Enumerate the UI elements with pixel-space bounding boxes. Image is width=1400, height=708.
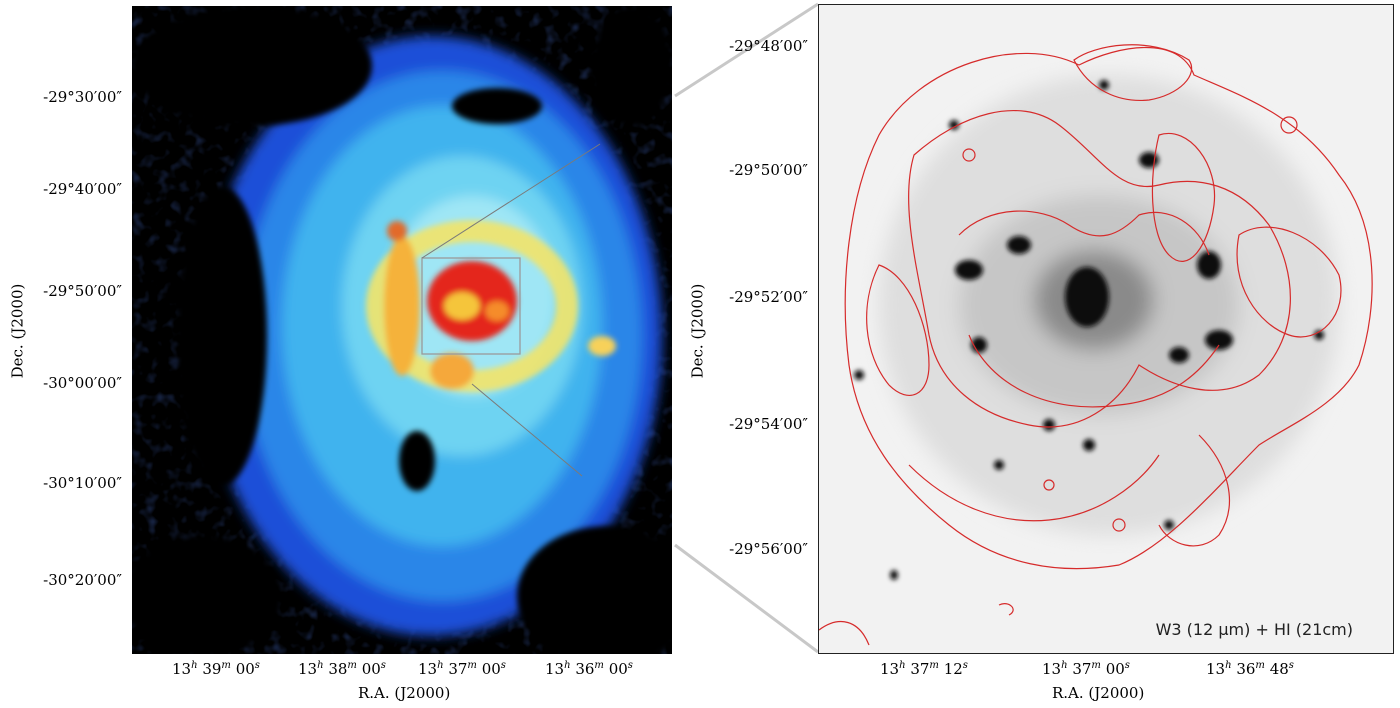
right-dec-tick: -29°48′00″	[729, 37, 808, 55]
right-ra-tick: 13h 36m 48s	[1206, 660, 1294, 678]
left-ra-tick: 13h 37m 00s	[418, 660, 506, 678]
right-dec-tick: -29°54′00″	[729, 415, 808, 433]
hi-contours	[819, 44, 1373, 646]
right-dec-tick: -29°50′00″	[729, 161, 808, 179]
w3-image	[819, 5, 1393, 653]
left-ra-tick: 13h 36m 00s	[545, 660, 633, 678]
left-dec-tick: -29°30′00″	[43, 88, 122, 106]
right-dec-tick: -29°56′00″	[729, 540, 808, 558]
right-y-axis-label: Dec. (J2000)	[688, 283, 707, 379]
left-dec-tick: -29°40′00″	[43, 180, 122, 198]
left-dec-tick: -29°50′00″	[43, 282, 122, 300]
zoom-box	[421, 257, 521, 355]
left-dec-tick: -30°00′00″	[43, 374, 122, 392]
left-y-axis-label: Dec. (J2000)	[8, 283, 27, 379]
panel-legend: W3 (12 μm) + HI (21cm)	[1155, 620, 1353, 639]
w3-hi-panel: W3 (12 μm) + HI (21cm)	[818, 4, 1394, 654]
left-ra-tick: 13h 38m 00s	[298, 660, 386, 678]
right-x-axis-label: R.A. (J2000)	[1052, 684, 1145, 702]
left-x-axis-label: R.A. (J2000)	[358, 684, 451, 702]
hi-map-panel	[132, 6, 672, 654]
left-dec-tick: -30°10′00″	[43, 474, 122, 492]
left-ra-tick: 13h 39m 00s	[172, 660, 260, 678]
right-dec-tick: -29°52′00″	[729, 288, 808, 306]
left-dec-tick: -30°20′00″	[43, 571, 122, 589]
right-ra-tick: 13h 37m 12s	[880, 660, 968, 678]
hi-map-image	[132, 6, 672, 654]
right-ra-tick: 13h 37m 00s	[1042, 660, 1130, 678]
